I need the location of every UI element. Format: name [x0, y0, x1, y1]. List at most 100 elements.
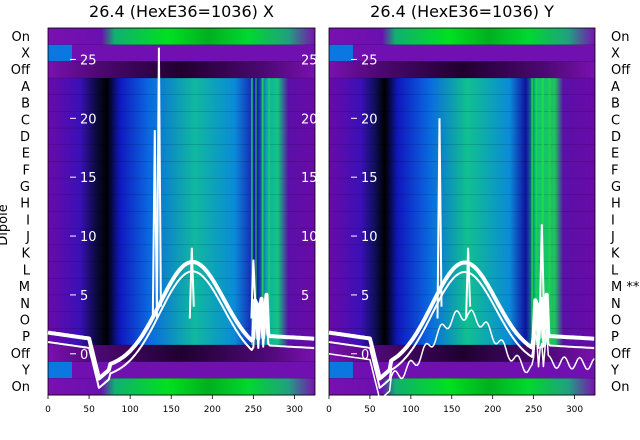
- heatmap-row: [48, 94, 315, 112]
- heatmap-row: [329, 361, 595, 379]
- inner-tick-label: 20: [361, 112, 378, 127]
- row-label: E: [611, 147, 619, 162]
- row-label: Off: [611, 63, 631, 78]
- heatmap-row: [329, 228, 595, 246]
- heatmap-row: [329, 144, 595, 162]
- heatmap-cell: [48, 361, 73, 379]
- inner-tick-label: 5: [80, 289, 88, 304]
- trace-line: [328, 309, 595, 401]
- inner-tick-label-right: 10: [301, 230, 318, 245]
- heatmap-row: [329, 111, 595, 129]
- heatmap-row: [48, 211, 315, 229]
- heatmap-row: [329, 211, 595, 229]
- trace-spike: [155, 47, 162, 319]
- heatmap-row: [329, 44, 595, 62]
- row-label: X: [21, 47, 30, 62]
- inner-tick-label-right: 20: [301, 112, 318, 127]
- x-tick-label: 250: [525, 405, 542, 415]
- row-label: E: [22, 147, 30, 162]
- heatmap-row: [48, 111, 315, 129]
- heatmap-row: [48, 178, 315, 196]
- heatmap-row: [329, 194, 595, 212]
- row-label: I: [611, 213, 615, 228]
- heatmap-row: [48, 44, 315, 62]
- row-label: L: [23, 263, 31, 278]
- x-tick-label: 100: [402, 405, 419, 415]
- artifact-stripe: [541, 78, 544, 345]
- row-label: Y: [610, 363, 619, 378]
- row-label: O: [611, 313, 621, 328]
- heatmap-cell: [329, 361, 353, 379]
- row-label: H: [611, 197, 621, 212]
- artifact-stripe: [531, 78, 534, 345]
- row-label: M **: [611, 280, 640, 295]
- x-tick-label: 0: [326, 405, 332, 415]
- heatmap-row: [48, 161, 315, 179]
- heatmap-row: [329, 294, 595, 313]
- heatmap-row: [48, 144, 315, 162]
- inner-tick-label: 20: [80, 112, 97, 127]
- row-label: P: [22, 330, 30, 345]
- heatmap-row: [329, 94, 595, 112]
- panel-frame: [47, 27, 316, 396]
- row-label: F: [611, 163, 618, 178]
- heatmap-row: [329, 328, 595, 346]
- row-label: N: [20, 297, 30, 312]
- row-label: L: [611, 263, 619, 278]
- heatmap-row: [329, 78, 595, 96]
- inner-tick-label: 0: [361, 348, 369, 363]
- x-tick-label: 0: [45, 405, 51, 415]
- heatmap-cell: [48, 44, 73, 62]
- x-tick-label: 100: [122, 405, 139, 415]
- row-label: A: [611, 80, 620, 95]
- row-label: On: [611, 380, 629, 395]
- trace-spike: [465, 247, 472, 319]
- panel-frame: [328, 27, 596, 396]
- y-axis-label: Dipole: [0, 204, 11, 245]
- row-label: J: [610, 230, 615, 245]
- heatmap-row: [329, 61, 595, 79]
- heatmap-row: [329, 244, 595, 263]
- trace-line: [47, 270, 315, 389]
- heatmap-row: [329, 378, 595, 396]
- artifact-stripe: [261, 78, 264, 345]
- heatmap-row: [329, 178, 595, 196]
- trace-line: [328, 270, 595, 389]
- trace-line: [328, 260, 595, 381]
- row-label: K: [611, 247, 620, 262]
- row-label: On: [12, 30, 30, 45]
- panel-title: 26.4 (HexE36=1036) X: [89, 2, 274, 21]
- x-tick-label: 50: [364, 405, 376, 415]
- row-label: M: [19, 280, 30, 295]
- trace-spike: [538, 224, 545, 319]
- artifact-stripe: [255, 78, 258, 345]
- x-tick-label: 150: [443, 405, 460, 415]
- row-label: Off: [11, 347, 31, 362]
- inner-tick-label: 25: [361, 53, 378, 68]
- row-label: P: [611, 330, 619, 345]
- row-label: D: [611, 130, 621, 145]
- panel-x: 26.4 (HexE36=1036) XOnXOffABCDEFGHIJKLMN…: [11, 2, 318, 415]
- x-tick-label: 50: [83, 405, 95, 415]
- inner-tick-label-right: 25: [301, 53, 318, 68]
- x-tick-label: 150: [163, 405, 180, 415]
- heatmap-row: [329, 261, 595, 279]
- heatmap-row: [48, 61, 315, 79]
- heatmap-cell: [329, 44, 353, 62]
- x-tick-label: 200: [204, 405, 221, 415]
- row-label: On: [12, 380, 30, 395]
- inner-tick-label-right: 15: [301, 171, 318, 186]
- row-label: K: [21, 247, 30, 262]
- row-label: N: [611, 297, 621, 312]
- heatmap-row: [48, 344, 315, 363]
- row-label: F: [23, 163, 30, 178]
- row-label: I: [26, 213, 30, 228]
- row-label: J: [25, 230, 30, 245]
- heatmap-row: [329, 161, 595, 179]
- row-label: Y: [21, 363, 30, 378]
- inner-tick-label: 15: [361, 171, 378, 186]
- row-label: D: [20, 130, 30, 145]
- heatmap-row: [48, 228, 315, 246]
- heatmap-row: [48, 311, 315, 329]
